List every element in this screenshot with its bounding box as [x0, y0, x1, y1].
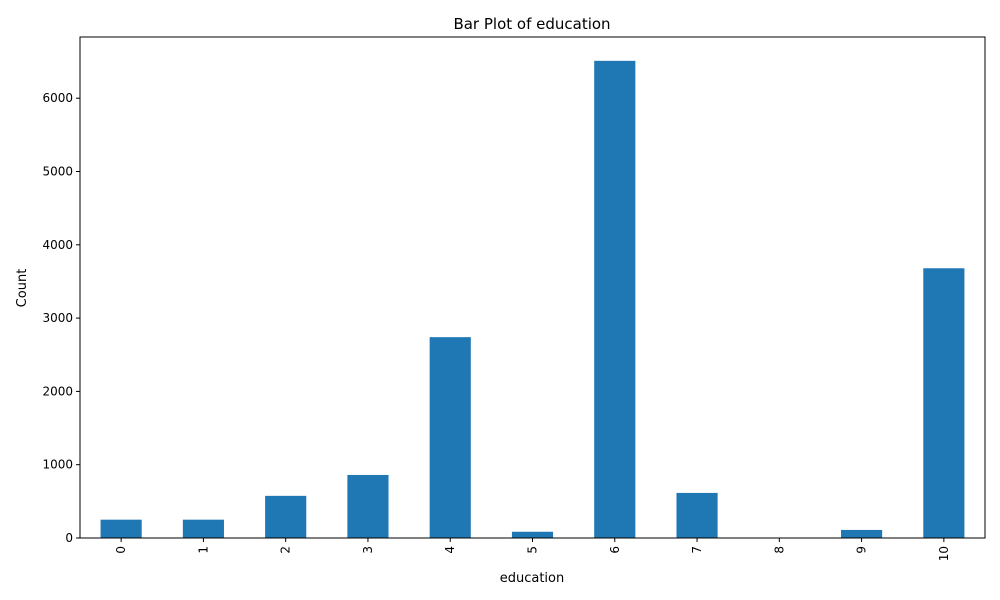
- x-tick-label-6: 6: [608, 546, 622, 554]
- x-tick-label-9: 9: [855, 546, 869, 554]
- chart-title: Bar Plot of education: [453, 15, 610, 33]
- y-tick-label-5000: 5000: [42, 165, 73, 179]
- x-tick-label-0: 0: [114, 546, 128, 554]
- bar-1: [182, 519, 224, 538]
- bars-group: [100, 60, 965, 539]
- x-tick-label-8: 8: [772, 546, 786, 554]
- bar-7: [676, 492, 718, 538]
- y-axis-label: Count: [15, 269, 30, 308]
- y-tick-label-3000: 3000: [42, 311, 73, 325]
- bar-9: [841, 529, 883, 538]
- x-tick-label-3: 3: [361, 546, 375, 554]
- bar-6: [594, 60, 636, 539]
- x-tick-label-5: 5: [526, 546, 540, 554]
- y-tick-label-4000: 4000: [42, 238, 73, 252]
- x-axis: 0 1 2 3 4 5 6 7 8 9 10: [114, 538, 951, 561]
- bar-2: [265, 495, 307, 538]
- plot-frame: [79, 36, 986, 539]
- bar-4: [429, 337, 471, 538]
- x-tick-label-1: 1: [196, 546, 210, 554]
- x-tick-label-10: 10: [937, 546, 951, 561]
- y-axis: 0 1000 2000 3000 4000 5000 6000: [42, 91, 80, 545]
- bar-10: [923, 268, 965, 538]
- y-tick-label-2000: 2000: [42, 384, 73, 398]
- bar-5: [511, 531, 554, 538]
- x-axis-label: education: [500, 571, 565, 586]
- bar-3: [347, 474, 389, 538]
- x-tick-label-2: 2: [279, 546, 293, 554]
- bar-0: [100, 519, 142, 538]
- y-tick-label-0: 0: [65, 531, 73, 545]
- y-tick-label-1000: 1000: [42, 458, 73, 472]
- x-tick-label-4: 4: [443, 546, 457, 554]
- y-tick-label-6000: 6000: [42, 91, 73, 105]
- x-tick-label-7: 7: [690, 546, 704, 554]
